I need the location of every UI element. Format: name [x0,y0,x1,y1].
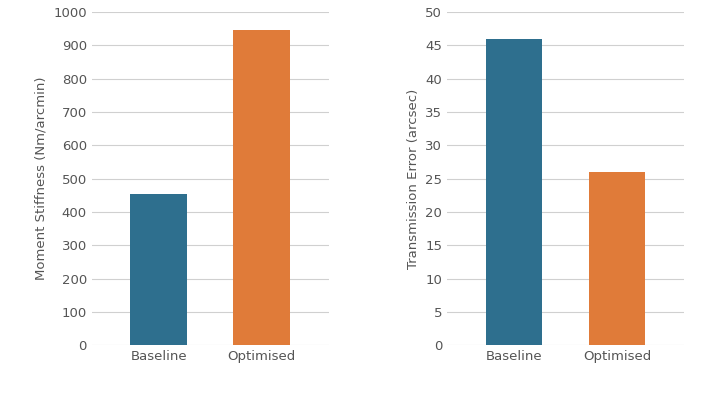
Bar [233,30,290,345]
Y-axis label: Moment Stiffness (Nm/arcmin): Moment Stiffness (Nm/arcmin) [35,77,48,280]
Y-axis label: Transmission Error (arcsec): Transmission Error (arcsec) [407,89,419,269]
Bar [130,194,187,345]
Bar [486,39,542,345]
Bar [589,172,645,345]
